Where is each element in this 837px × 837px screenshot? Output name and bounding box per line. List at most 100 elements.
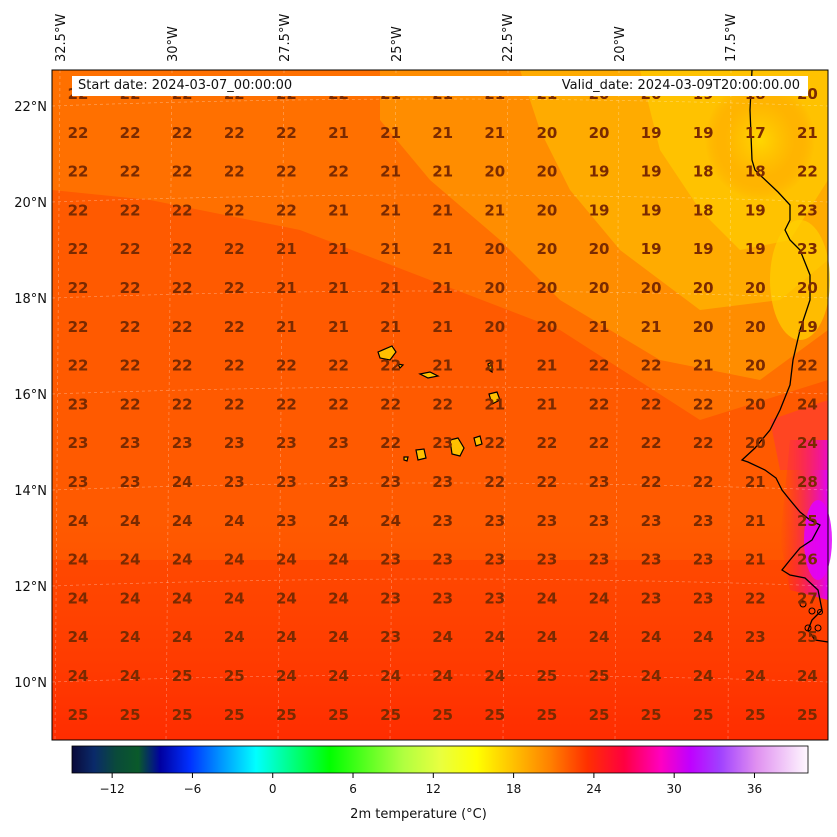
temperature-value: 25: [432, 706, 453, 724]
valid-date: Valid_date: 2024-03-09T20:00:00.00: [561, 78, 800, 93]
longitude-labels: 32.5°W 30°W 27.5°W 25°W 22.5°W 20°W 17.5…: [54, 14, 739, 62]
temperature-value: 23: [641, 551, 662, 569]
colorbar-tick-label: 12: [426, 782, 441, 796]
temperature-value: 21: [432, 163, 453, 181]
lon-label: 17.5°W: [724, 14, 739, 62]
temperature-value: 22: [68, 201, 89, 219]
temperature-value: 26: [797, 551, 818, 569]
graticule: [51, 69, 829, 741]
temperature-value: 22: [172, 124, 193, 142]
temperature-value: 22: [589, 434, 610, 452]
temperature-value: 19: [589, 163, 610, 181]
temperature-value: 24: [536, 589, 557, 607]
temperature-value: 22: [68, 163, 89, 181]
bijagos-islands: [799, 600, 823, 632]
temperature-value: 20: [745, 279, 766, 297]
temperature-value: 24: [589, 628, 610, 646]
temperature-value: 21: [484, 395, 505, 413]
temperature-value: 21: [641, 318, 662, 336]
temperature-value: 22: [484, 473, 505, 491]
temperature-value: 20: [536, 240, 557, 258]
lat-label: 16°N: [14, 388, 47, 403]
temperature-value: 21: [432, 240, 453, 258]
lat-label: 10°N: [14, 676, 47, 691]
temperature-value: 24: [797, 395, 818, 413]
temperature-value: 22: [693, 473, 714, 491]
temperature-value: 22: [224, 279, 245, 297]
temperature-value: 24: [68, 628, 89, 646]
temperature-value: 21: [380, 201, 401, 219]
temperature-value: 19: [641, 124, 662, 142]
temperature-value: 20: [484, 318, 505, 336]
temperature-value: 23: [120, 473, 141, 491]
temperature-value: 22: [120, 240, 141, 258]
lat-label: 18°N: [14, 292, 47, 307]
temperature-value: 22: [328, 163, 349, 181]
temperature-value: 21: [276, 240, 297, 258]
temperature-value: 23: [380, 551, 401, 569]
temperature-value: 23: [745, 628, 766, 646]
temperature-value: 24: [276, 551, 297, 569]
temperature-value: 23: [432, 589, 453, 607]
temperature-value: 28: [797, 473, 818, 491]
temperature-value: 25: [641, 706, 662, 724]
temperature-value: 22: [693, 395, 714, 413]
temperature-value: 27: [797, 589, 818, 607]
temperature-value: 22: [276, 201, 297, 219]
temperature-value: 21: [380, 240, 401, 258]
temperature-value: 22: [224, 357, 245, 375]
temperature-value: 21: [484, 357, 505, 375]
temperature-value: 22: [68, 357, 89, 375]
temperature-value: 25: [328, 706, 349, 724]
temperature-value: 20: [589, 124, 610, 142]
temperature-value: 22: [641, 357, 662, 375]
temperature-value: 20: [536, 163, 557, 181]
temperature-value: 24: [68, 589, 89, 607]
temperature-value: 21: [328, 279, 349, 297]
temperature-value: 21: [484, 201, 505, 219]
temperature-value: 24: [484, 628, 505, 646]
temperature-value: 22: [380, 357, 401, 375]
temperature-value: 24: [641, 667, 662, 685]
temperature-value: 23: [432, 434, 453, 452]
temperature-value: 19: [693, 124, 714, 142]
temperature-value: 22: [120, 163, 141, 181]
temperature-value: 23: [589, 473, 610, 491]
lat-label: 14°N: [14, 484, 47, 499]
temperature-value: 20: [536, 201, 557, 219]
temperature-value: 22: [641, 395, 662, 413]
temperature-value: 22: [172, 279, 193, 297]
temperature-value: 21: [432, 201, 453, 219]
temperature-value: 23: [68, 395, 89, 413]
temperature-value: 24: [276, 589, 297, 607]
temperature-value: 23: [536, 551, 557, 569]
temperature-value: 22: [536, 434, 557, 452]
temperature-value: 22: [276, 357, 297, 375]
temperature-value: 22: [224, 124, 245, 142]
temperature-value: 24: [276, 667, 297, 685]
temperature-value: 25: [693, 706, 714, 724]
temperature-value: 24: [224, 551, 245, 569]
temperature-value: 20: [641, 279, 662, 297]
temperature-value: 24: [432, 628, 453, 646]
temperature-value: 22: [276, 395, 297, 413]
temperature-value: 25: [172, 706, 193, 724]
temperature-value: 23: [328, 434, 349, 452]
temperature-value: 22: [120, 357, 141, 375]
temperature-value: 23: [641, 512, 662, 530]
african-coastline: [740, 69, 829, 643]
temperature-value: 24: [224, 589, 245, 607]
temperature-value: 22: [589, 357, 610, 375]
temperature-value: 22: [120, 395, 141, 413]
temperature-value: 20: [536, 124, 557, 142]
temperature-value: 23: [693, 512, 714, 530]
temperature-value: 23: [276, 434, 297, 452]
temperature-value: 25: [224, 667, 245, 685]
temperature-value: 24: [797, 434, 818, 452]
temperature-value: 18: [693, 163, 714, 181]
temperature-value: 20: [536, 318, 557, 336]
temperature-value: 23: [328, 473, 349, 491]
temperature-value: 24: [172, 512, 193, 530]
temperature-value: 20: [484, 279, 505, 297]
lat-label: 12°N: [14, 580, 47, 595]
